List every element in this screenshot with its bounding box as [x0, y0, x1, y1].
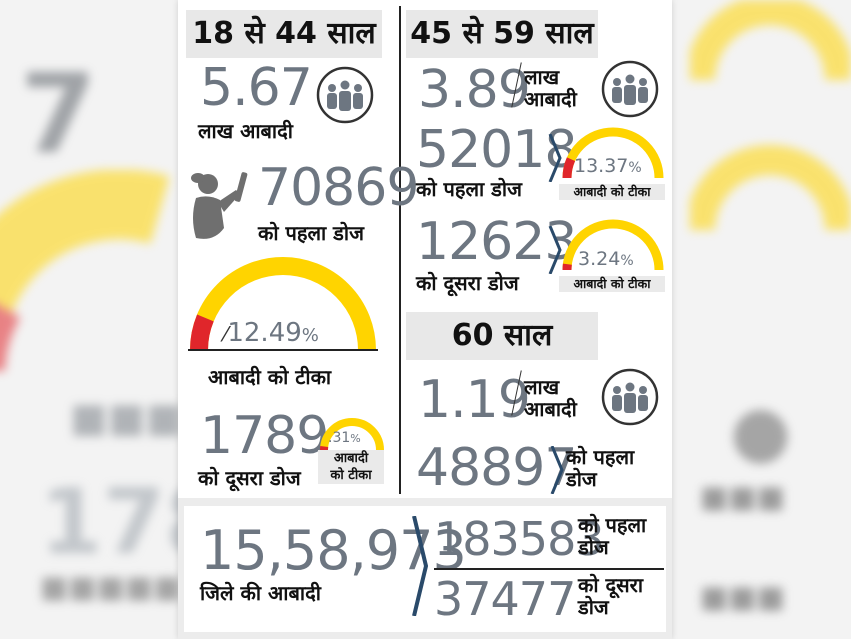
label-line-2: आबादी [524, 397, 577, 421]
crowd-icon [601, 368, 659, 426]
district-second-dose-value: 37477 [434, 572, 576, 626]
arrow-icon [550, 446, 564, 494]
group-18-44-heading: 18 से 44 साल [186, 10, 382, 58]
label-line-1: को पहला [578, 513, 647, 537]
label-line-1: को दूसरा [578, 573, 644, 597]
percent-value: 12.49 [227, 318, 302, 348]
group-45-59-first-dose-pct-caption: आबादी को टीका [559, 184, 665, 200]
group-18-44-first-dose-value: 70869 [258, 158, 419, 218]
percent-symbol: % [301, 325, 319, 346]
group-18-44-second-dose-gauge [320, 418, 384, 450]
group-18-44-first-dose-percent: ⁄12.49% [224, 318, 319, 348]
district-first-dose-value: 183583 [434, 512, 605, 566]
label-line-2: डोज [578, 535, 609, 559]
percent-symbol: % [620, 253, 634, 269]
group-45-59-first-dose-label: को पहला डोज [416, 177, 522, 201]
group-60-population-value: 1.19 [418, 370, 531, 430]
group-60-first-dose-value: 48897 [416, 438, 577, 498]
group-45-59-first-dose-gauge [562, 127, 664, 179]
group-45-59-second-dose-value: 12623 [416, 212, 577, 272]
group-18-44-first-dose-label: को पहला डोज [258, 221, 364, 245]
district-first-dose-label: को पहला डोज [578, 514, 646, 558]
label-line-2: आबादी [524, 87, 577, 111]
crowd-icon [316, 66, 374, 124]
group-45-59-heading: 45 से 59 साल [406, 10, 598, 58]
arrow-icon [548, 134, 562, 182]
group-60-heading: 60 साल [406, 312, 598, 360]
infographic-card: 18 से 44 साल 5.67 लाख आबादी 70869 को पहल… [178, 0, 672, 639]
background-right [672, 0, 851, 639]
percent-value: 3.24 [578, 248, 621, 270]
district-arrow-icon [412, 516, 429, 616]
group-60-population-label: लाख आबादी [524, 376, 577, 420]
group-18-44-population-value: 5.67 [200, 58, 313, 118]
district-population-label: जिले की आबादी [200, 581, 321, 605]
group-18-44-second-dose-value: 1789 [200, 406, 329, 466]
group-18-44-second-dose-label: को दूसरा डोज [198, 466, 301, 490]
group-18-44-population-label: लाख आबादी [198, 119, 293, 143]
person-with-syringe-icon [191, 172, 248, 239]
group-45-59-population-value: 3.89 [418, 60, 531, 120]
percent-symbol: % [350, 432, 361, 445]
label-line-2: डोज [578, 595, 609, 619]
group-45-59-second-dose-label: को दूसरा डोज [416, 271, 519, 295]
column-separator [399, 6, 401, 494]
group-45-59-first-dose-percent: 13.37% [574, 155, 642, 177]
label-line-1: लाख [524, 375, 560, 399]
group-45-59-second-dose-gauge [562, 219, 664, 271]
label-line-1: को पहला [566, 445, 635, 469]
percent-value: .31 [328, 430, 351, 446]
group-45-59-population-label: लाख आबादी [524, 66, 577, 110]
percent-symbol: % [628, 160, 642, 176]
group-60-first-dose-label: को पहला डोज [566, 446, 634, 490]
district-row-divider [434, 568, 664, 570]
district-second-dose-label: को दूसरा डोज [578, 574, 643, 618]
group-45-59-second-dose-percent: 3.24% [578, 248, 634, 270]
group-18-44-second-dose-percent: .31% [328, 430, 361, 446]
group-18-44-first-dose-pct-caption: आबादी को टीका [208, 365, 332, 389]
percent-value: 13.37 [574, 155, 629, 177]
caption-line-2: को टीका [330, 468, 372, 483]
arrow-icon [548, 226, 562, 274]
group-18-44-second-dose-pct-caption: आबादी को टीका [318, 450, 384, 484]
label-line-1: लाख [524, 65, 560, 89]
background-left [0, 0, 178, 639]
caption-line-1: आबादी [333, 451, 369, 466]
group-45-59-second-dose-pct-caption: आबादी को टीका [559, 276, 665, 292]
label-line-2: डोज [566, 467, 597, 491]
group-18-44-first-dose-gauge [188, 257, 378, 351]
group-45-59-first-dose-value: 52018 [416, 120, 577, 180]
crowd-icon [601, 60, 659, 118]
